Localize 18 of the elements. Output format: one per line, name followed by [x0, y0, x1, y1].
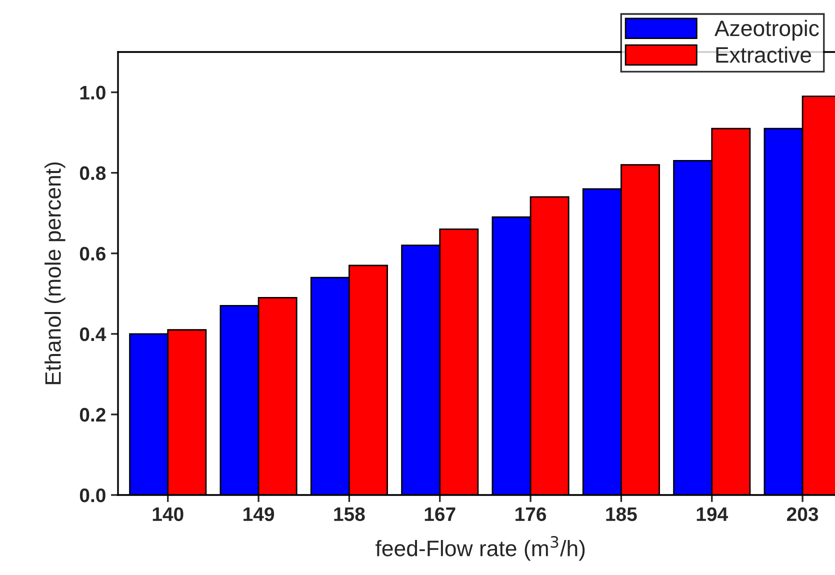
y-axis-title: Ethanol (mole percent): [44, 162, 66, 384]
y-tick-label: 1.0: [80, 86, 106, 100]
legend-label: Extractive: [716, 46, 812, 63]
x-tick-label: 203: [787, 507, 818, 522]
y-tick-label: 0.4: [80, 327, 106, 342]
y-tick-label: 0.6: [80, 246, 106, 261]
x-tick-label: 140: [152, 507, 184, 522]
x-tick-label: 149: [244, 507, 274, 522]
x-axis-title: feed-Flow rate (m$^{3}$/h): [376, 536, 585, 561]
legend-label: Azeotropic: [714, 20, 819, 41]
x-tick-label: 176: [516, 507, 546, 522]
y-tick-label: 0.2: [80, 408, 106, 422]
x-tick-label: 194: [696, 507, 728, 522]
x-tick-label: 158: [334, 507, 365, 522]
y-tick-label: 0.8: [80, 166, 106, 180]
y-tick-label: 0.0: [80, 488, 106, 502]
x-tick-label: 167: [424, 507, 456, 522]
x-tick-label: 185: [606, 507, 637, 522]
